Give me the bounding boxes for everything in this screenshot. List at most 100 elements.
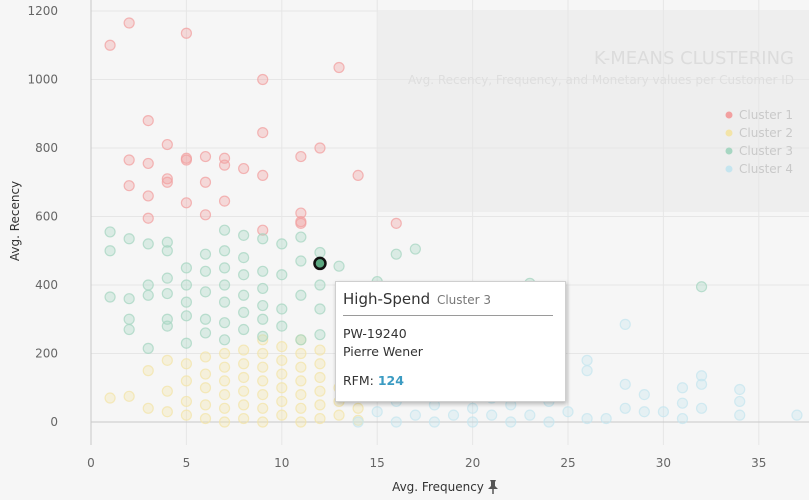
data-point[interactable] (238, 399, 250, 411)
data-point[interactable] (295, 347, 307, 360)
data-point[interactable] (180, 395, 192, 408)
data-point[interactable] (314, 371, 326, 384)
data-point[interactable] (199, 209, 212, 221)
data-point[interactable] (218, 224, 231, 236)
data-point[interactable] (218, 389, 231, 401)
data-point[interactable] (161, 138, 173, 151)
data-point[interactable] (180, 375, 192, 387)
data-point[interactable] (142, 212, 154, 224)
data-point[interactable] (257, 375, 269, 387)
data-point[interactable] (295, 361, 307, 373)
data-point[interactable] (619, 402, 631, 414)
data-point[interactable] (695, 402, 708, 414)
data-point[interactable] (142, 402, 154, 414)
data-point[interactable] (161, 385, 173, 397)
data-point[interactable] (104, 39, 116, 51)
data-point[interactable] (180, 296, 192, 308)
data-point[interactable] (123, 293, 135, 305)
data-point[interactable] (104, 291, 116, 303)
data-point[interactable] (161, 287, 173, 300)
data-point[interactable] (314, 412, 326, 425)
data-point[interactable] (314, 142, 326, 154)
data-point[interactable] (199, 248, 212, 260)
data-point[interactable] (276, 382, 288, 394)
data-point[interactable] (333, 260, 345, 272)
data-point[interactable] (257, 265, 269, 277)
data-point[interactable] (238, 229, 250, 241)
data-point[interactable] (123, 323, 135, 336)
data-point[interactable] (409, 243, 421, 255)
data-point[interactable] (562, 406, 574, 418)
data-point[interactable] (218, 279, 231, 291)
data-point[interactable] (276, 409, 288, 421)
data-point[interactable] (180, 279, 192, 291)
data-point[interactable] (218, 347, 231, 360)
data-point[interactable] (295, 255, 307, 267)
data-point[interactable] (180, 262, 192, 274)
data-point[interactable] (199, 327, 212, 339)
data-point[interactable] (218, 195, 231, 207)
data-point[interactable] (161, 354, 173, 366)
data-point[interactable] (486, 409, 498, 421)
data-point[interactable] (104, 226, 116, 238)
data-point[interactable] (581, 365, 593, 377)
data-point[interactable] (257, 402, 269, 414)
data-point[interactable] (257, 347, 269, 360)
data-point[interactable] (199, 286, 212, 298)
data-point[interactable] (333, 409, 345, 421)
data-point[interactable] (199, 176, 212, 188)
data-point[interactable] (524, 409, 536, 421)
data-point[interactable] (657, 406, 670, 418)
data-point[interactable] (314, 399, 326, 411)
data-point[interactable] (238, 162, 250, 175)
data-point[interactable] (238, 323, 250, 336)
data-point[interactable] (238, 371, 250, 384)
data-point[interactable] (295, 375, 307, 387)
data-point[interactable] (295, 334, 307, 346)
data-point[interactable] (218, 159, 231, 171)
data-point[interactable] (295, 289, 307, 301)
data-point[interactable] (180, 154, 192, 166)
data-point[interactable] (505, 416, 517, 428)
data-point[interactable] (161, 173, 173, 185)
data-point[interactable] (238, 306, 250, 318)
data-point[interactable] (238, 269, 250, 281)
data-point[interactable] (734, 409, 746, 421)
pin-icon[interactable] (488, 480, 498, 494)
data-point[interactable] (638, 389, 650, 401)
data-point[interactable] (142, 157, 154, 170)
data-point[interactable] (218, 375, 231, 387)
data-point[interactable] (218, 402, 231, 414)
data-point[interactable] (257, 169, 269, 181)
data-point[interactable] (276, 238, 288, 250)
data-point[interactable] (199, 382, 212, 394)
data-point[interactable] (161, 176, 173, 188)
data-point[interactable] (467, 416, 479, 428)
data-point[interactable] (295, 416, 307, 428)
data-point[interactable] (161, 272, 173, 284)
data-point[interactable] (257, 334, 269, 346)
data-point[interactable] (257, 73, 269, 86)
data-point[interactable] (695, 378, 708, 390)
data-point[interactable] (161, 245, 173, 257)
data-point[interactable] (314, 358, 326, 370)
data-point[interactable] (142, 289, 154, 301)
data-point[interactable] (123, 17, 135, 29)
data-point[interactable] (581, 412, 593, 425)
data-point[interactable] (295, 389, 307, 401)
data-point[interactable] (295, 231, 307, 243)
data-point[interactable] (390, 416, 402, 428)
data-point[interactable] (314, 279, 326, 291)
data-point[interactable] (180, 27, 192, 39)
data-point[interactable] (257, 224, 269, 236)
data-point[interactable] (142, 238, 154, 250)
data-point[interactable] (199, 399, 212, 411)
data-point[interactable] (161, 406, 173, 418)
data-point[interactable] (276, 368, 288, 380)
data-point[interactable] (123, 233, 135, 245)
data-point[interactable] (161, 320, 173, 332)
data-point[interactable] (142, 190, 154, 202)
data-point[interactable] (218, 245, 231, 257)
data-point[interactable] (352, 402, 364, 414)
data-point[interactable] (218, 296, 231, 308)
